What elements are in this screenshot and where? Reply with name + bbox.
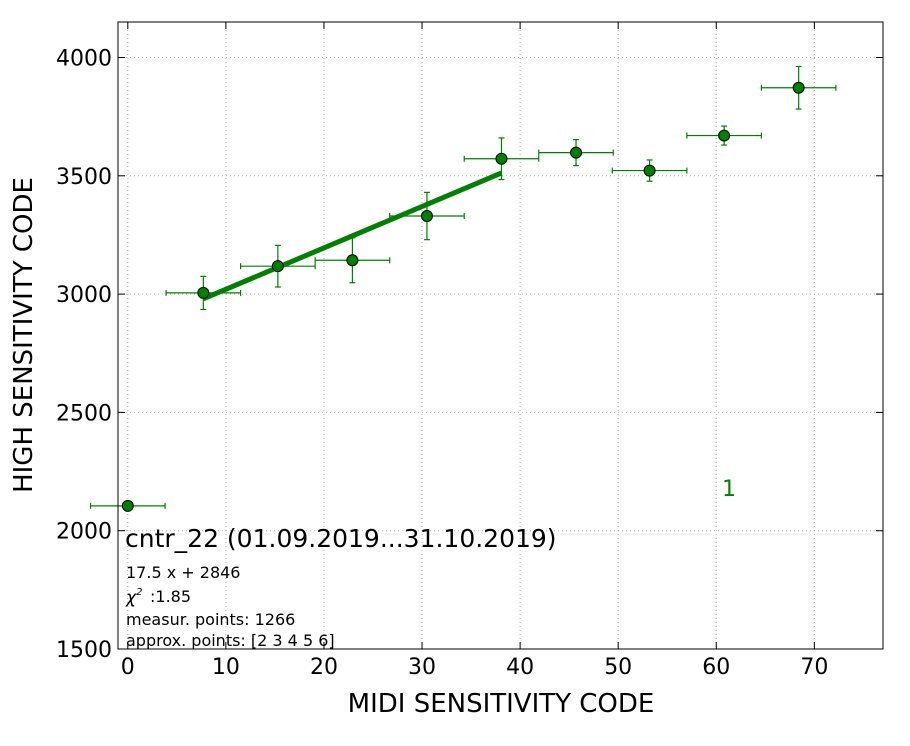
- plot-frame: [117, 21, 884, 650]
- data-point: [792, 81, 805, 94]
- x-axis-label: MIDI SENSITIVITY CODE: [348, 689, 655, 719]
- data-point: [570, 146, 583, 159]
- y-tick-label: 4000: [56, 46, 112, 71]
- info-chi2-value: :1.85: [150, 587, 191, 606]
- y-tick-label: 2000: [56, 520, 112, 545]
- y-tick-label: 2500: [56, 401, 112, 426]
- data-point: [495, 152, 508, 165]
- point-label: 1: [722, 477, 736, 502]
- data-point: [420, 210, 433, 223]
- x-tick-label: 0: [121, 655, 135, 680]
- y-tick-label: 1500: [56, 638, 112, 663]
- data-point: [643, 164, 656, 177]
- data-point: [271, 260, 284, 273]
- y-tick-label: 3500: [56, 165, 112, 190]
- info-approx-points: approx. points: [2 3 4 5 6]: [126, 631, 335, 650]
- y-tick-label: 3000: [56, 283, 112, 308]
- data-point: [718, 129, 731, 142]
- x-tick-label: 40: [506, 655, 534, 680]
- x-tick-label: 20: [310, 655, 338, 680]
- x-tick-label: 60: [702, 655, 730, 680]
- data-point: [346, 254, 359, 267]
- data-points: [121, 81, 805, 512]
- x-tick-label: 10: [212, 655, 240, 680]
- x-tick-label: 70: [800, 655, 828, 680]
- y-axis-label: HIGH SENSITIVITY CODE: [9, 177, 39, 493]
- ticks: 0 10 20 30 40 50 60 70 1500 2000 2500 3000 3500 4000: [56, 22, 883, 680]
- data-point: [197, 286, 210, 299]
- info-title: cntr_22 (01.09.2019...31.10.2019): [125, 524, 557, 553]
- x-tick-label: 30: [408, 655, 436, 680]
- fit-line-group: [202, 170, 503, 302]
- data-point: [121, 499, 134, 512]
- grid: [118, 22, 883, 650]
- info-measured-points: measur. points: 1266: [126, 610, 295, 629]
- fit-line: [202, 170, 503, 302]
- x-tick-label: 50: [604, 655, 632, 680]
- info-equation: 17.5 x + 2846: [126, 563, 240, 582]
